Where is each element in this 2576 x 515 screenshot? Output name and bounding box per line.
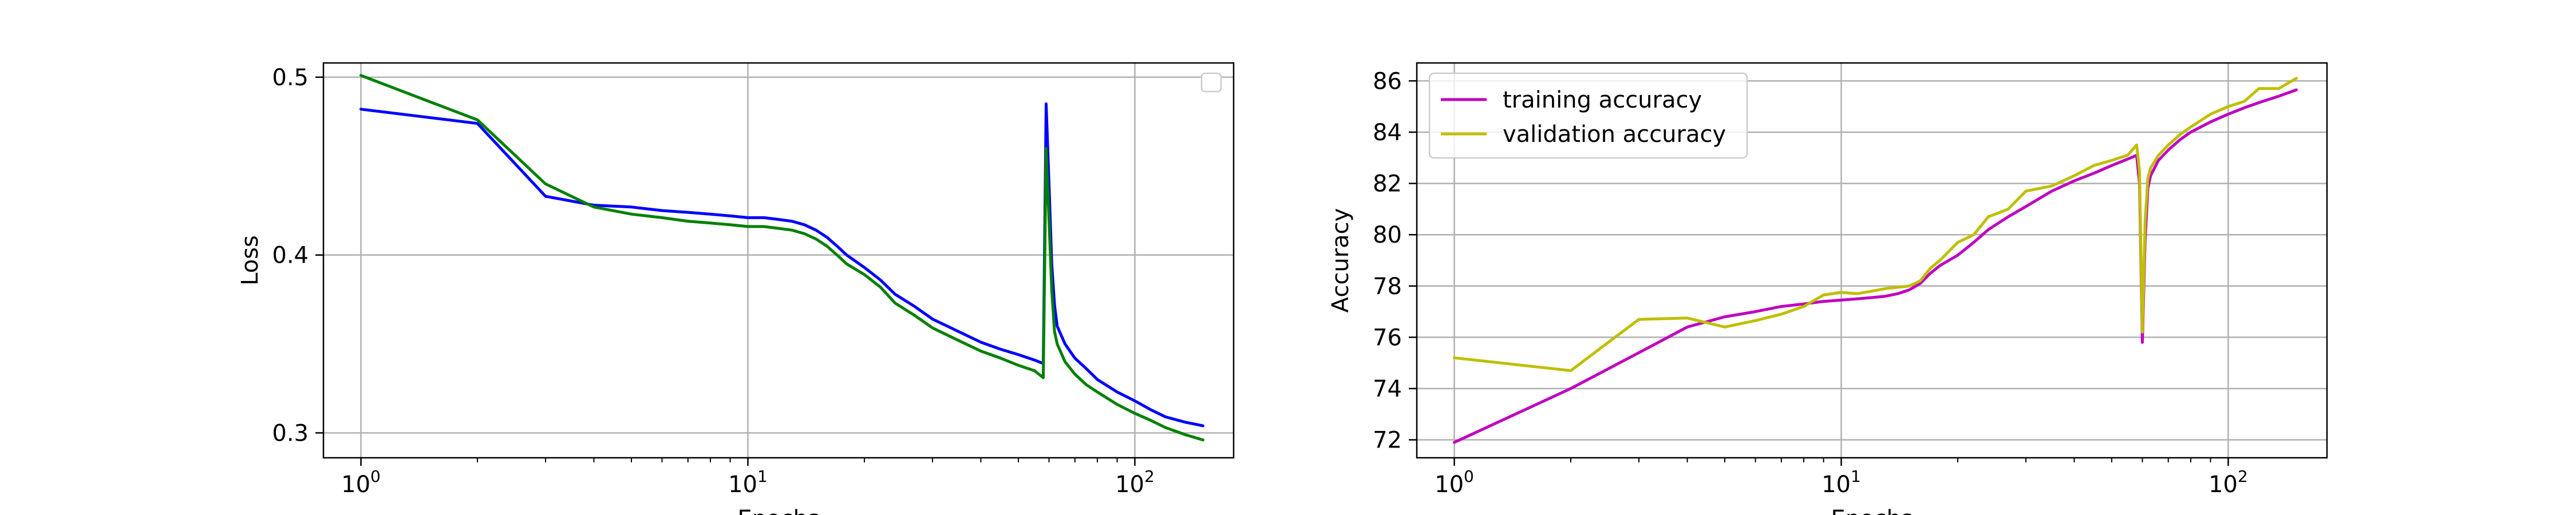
x-tick-label-base: 10	[1435, 472, 1464, 498]
x-tick-label-exponent: 1	[1851, 467, 1861, 486]
x-tick-label-base: 10	[2208, 472, 2238, 498]
x-tick-label-base: 10	[1822, 472, 1851, 498]
x-axis-label: Epochs	[1831, 506, 1913, 515]
y-tick-label: 0.3	[272, 420, 309, 446]
legend-box	[1200, 72, 1222, 93]
y-axis-label: Accuracy	[1327, 208, 1354, 313]
y-tick-label: 80	[1373, 222, 1402, 248]
x-axis-label: Epochs	[737, 506, 819, 515]
plot-frame	[1416, 62, 2328, 459]
x-tick-label: 101	[728, 467, 768, 498]
x-tick-label-exponent: 0	[370, 467, 381, 486]
accuracy-chart: 1001011027274767880828486EpochsAccuracyt…	[1327, 62, 2328, 515]
x-tick-label-exponent: 2	[2238, 467, 2248, 486]
legend-label: training accuracy	[1503, 87, 1702, 113]
y-tick-label: 84	[1373, 120, 1402, 146]
y-axis-label: Loss	[237, 235, 263, 286]
series-line-2	[359, 74, 1204, 442]
x-tick-label: 100	[1435, 467, 1474, 498]
x-tick-label: 102	[1115, 467, 1155, 498]
plot-area	[323, 63, 1234, 458]
legend-box	[1428, 72, 1748, 159]
y-tick-label: 74	[1373, 376, 1402, 402]
x-tick-label-base: 10	[728, 472, 757, 498]
y-tick-label: 86	[1373, 68, 1402, 94]
y-tick-label: 72	[1373, 427, 1402, 454]
x-tick-label-exponent: 0	[1464, 467, 1474, 486]
x-tick-label-base: 10	[341, 472, 370, 498]
x-tick-label: 102	[2208, 467, 2248, 498]
y-tick-label: 0.5	[272, 65, 309, 91]
x-tick-label: 101	[1822, 467, 1861, 498]
y-tick-label: 78	[1373, 274, 1402, 300]
series-line-1	[359, 102, 1204, 427]
y-tick-label: 0.4	[272, 243, 309, 269]
legend-label: validation accuracy	[1503, 121, 1726, 148]
plot-frame	[322, 62, 1235, 459]
x-tick-label: 100	[341, 467, 381, 498]
x-tick-label-exponent: 1	[757, 467, 768, 486]
series-line-validation-accuracy	[1453, 77, 2298, 373]
x-tick-label-base: 10	[1115, 472, 1144, 498]
y-tick-label: 76	[1373, 324, 1402, 351]
x-tick-label-exponent: 2	[1144, 467, 1155, 486]
y-tick-label: 82	[1373, 171, 1402, 197]
